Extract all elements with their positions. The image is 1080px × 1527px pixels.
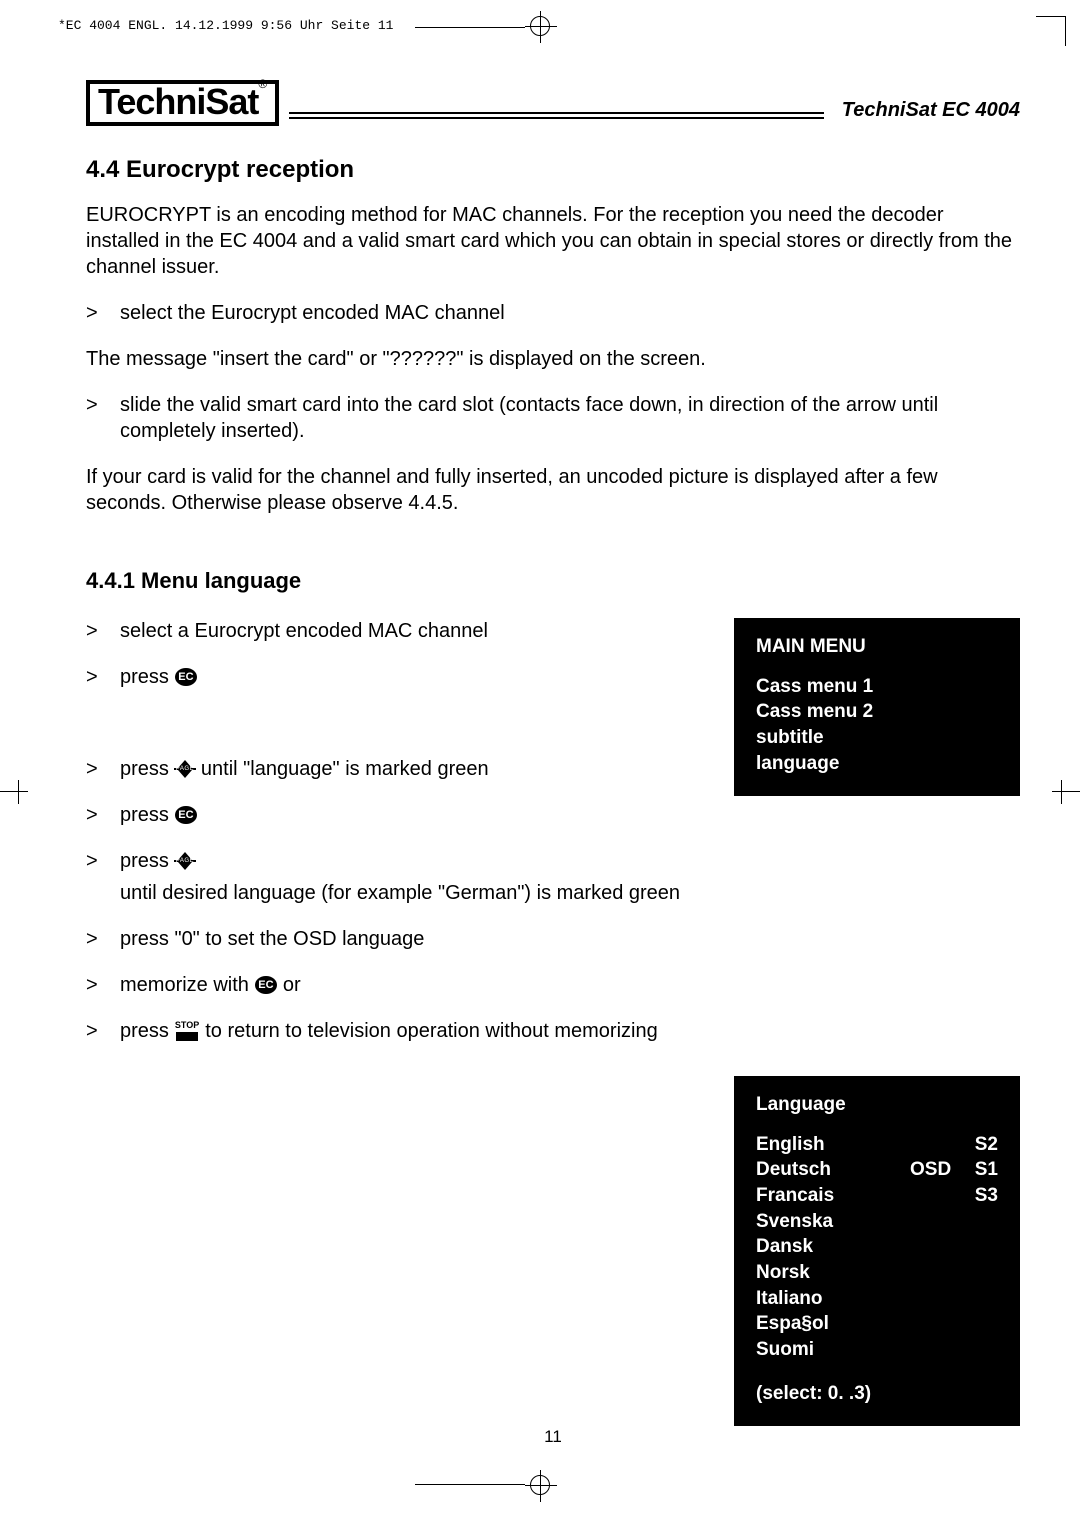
- page-updown-icon: PAGE: [175, 760, 195, 778]
- section-heading: 4.4 Eurocrypt reception: [86, 156, 1020, 184]
- step-item: > select a Eurocrypt encoded MAC channel: [86, 618, 704, 644]
- or-text: or: [283, 972, 301, 998]
- osd-language-menu: Language EnglishS2 DeutschOSDS1 Francais…: [734, 1076, 1020, 1426]
- step-item: > press STOP to return to television ope…: [86, 1018, 704, 1044]
- logo: TechniSat®: [86, 80, 279, 126]
- press-word: press: [120, 1018, 169, 1044]
- step-text: press EC: [120, 802, 704, 828]
- subsection-heading: 4.4.1 Menu language: [86, 568, 1020, 594]
- step-item: > memorize with EC or: [86, 972, 704, 998]
- register-mark: [530, 1475, 550, 1495]
- page-content: TechniSat® TechniSat EC 4004 4.4 Eurocry…: [86, 80, 1020, 1447]
- osd-row: Suomi: [756, 1337, 998, 1363]
- osd-row: DeutschOSDS1: [756, 1157, 998, 1183]
- osd-column: MAIN MENU Cass menu 1 Cass menu 2 subtit…: [734, 618, 1020, 1426]
- step-marker: >: [86, 1018, 120, 1044]
- osd-row: FrancaisS3: [756, 1183, 998, 1209]
- osd-row: Italiano: [756, 1286, 998, 1312]
- crop-corner: [1036, 16, 1066, 46]
- memorize-text: memorize with: [120, 972, 249, 998]
- osd-row: Svenska: [756, 1209, 998, 1235]
- step-marker: >: [86, 618, 120, 644]
- step-item: > press "0" to set the OSD language: [86, 926, 704, 952]
- step-tail: until "language" is marked green: [201, 756, 489, 782]
- osd-item: Cass menu 1: [756, 674, 998, 700]
- step-marker: >: [86, 802, 120, 828]
- crop-mark: [415, 27, 525, 28]
- step-marker: >: [86, 756, 120, 782]
- step-tail: until desired language (for example "Ger…: [120, 880, 680, 906]
- step-marker: >: [86, 972, 120, 998]
- step-marker: >: [86, 392, 120, 444]
- logo-text: TechniSat: [98, 81, 258, 122]
- page-updown-icon: PAGE: [175, 852, 195, 870]
- step-item: > slide the valid smart card into the ca…: [86, 392, 1020, 444]
- osd-row: Espa§ol: [756, 1311, 998, 1337]
- ec-icon: EC: [255, 976, 277, 994]
- osd-title: Language: [756, 1092, 998, 1118]
- osd-item: language: [756, 751, 998, 777]
- step-item: > press EC: [86, 802, 704, 828]
- ec-icon: EC: [175, 668, 197, 686]
- steps-column: > select a Eurocrypt encoded MAC channel…: [86, 618, 704, 1426]
- page-number: 11: [86, 1427, 1020, 1447]
- step-text: press STOP to return to television opera…: [120, 1018, 704, 1044]
- press-word: press: [120, 848, 169, 874]
- paragraph: If your card is valid for the channel an…: [86, 464, 1020, 516]
- crop-mark: [0, 780, 28, 804]
- step-text: press EC: [120, 664, 704, 690]
- osd-main-menu: MAIN MENU Cass menu 1 Cass menu 2 subtit…: [734, 618, 1020, 796]
- step-text: press "0" to set the OSD language: [120, 926, 704, 952]
- press-word: press: [120, 802, 169, 828]
- header-rule: [289, 112, 824, 122]
- register-mark: [530, 16, 550, 36]
- step-text: press PAGE until "language" is marked gr…: [120, 756, 704, 782]
- osd-item: subtitle: [756, 725, 998, 751]
- step-marker: >: [86, 926, 120, 952]
- step-marker: >: [86, 664, 120, 690]
- step-tail: to return to television operation withou…: [205, 1018, 657, 1044]
- ec-icon: EC: [175, 806, 197, 824]
- paragraph: The message "insert the card" or "??????…: [86, 346, 1020, 372]
- osd-row: Dansk: [756, 1234, 998, 1260]
- stop-icon: STOP: [175, 1021, 199, 1041]
- press-word: press: [120, 664, 169, 690]
- osd-select-line: (select: 0. .3): [756, 1381, 998, 1407]
- two-column: > select a Eurocrypt encoded MAC channel…: [86, 618, 1020, 1426]
- crop-mark: [1052, 780, 1080, 804]
- osd-row: Norsk: [756, 1260, 998, 1286]
- crop-mark: [415, 1484, 525, 1485]
- step-text: select the Eurocrypt encoded MAC channel: [120, 300, 1020, 326]
- logo-r: ®: [258, 77, 267, 91]
- step-marker: >: [86, 848, 120, 906]
- step-text: select a Eurocrypt encoded MAC channel: [120, 618, 704, 644]
- print-meta: *EC 4004 ENGL. 14.12.1999 9:56 Uhr Seite…: [58, 18, 393, 33]
- step-item: > select the Eurocrypt encoded MAC chann…: [86, 300, 1020, 326]
- product-label: TechniSat EC 4004: [842, 99, 1020, 122]
- step-text: press PAGE until desired language (for e…: [120, 848, 704, 906]
- osd-row: EnglishS2: [756, 1132, 998, 1158]
- step-text: slide the valid smart card into the card…: [120, 392, 1020, 444]
- brand-header: TechniSat® TechniSat EC 4004: [86, 80, 1020, 126]
- step-item: > press PAGE until desired language (for…: [86, 848, 704, 906]
- intro-paragraph: EUROCRYPT is an encoding method for MAC …: [86, 202, 1020, 280]
- step-item: > press EC: [86, 664, 704, 690]
- step-item: > press PAGE until "language" is marked …: [86, 756, 704, 782]
- step-text: memorize with EC or: [120, 972, 704, 998]
- step-marker: >: [86, 300, 120, 326]
- press-word: press: [120, 756, 169, 782]
- osd-item: Cass menu 2: [756, 699, 998, 725]
- osd-title: MAIN MENU: [756, 634, 998, 660]
